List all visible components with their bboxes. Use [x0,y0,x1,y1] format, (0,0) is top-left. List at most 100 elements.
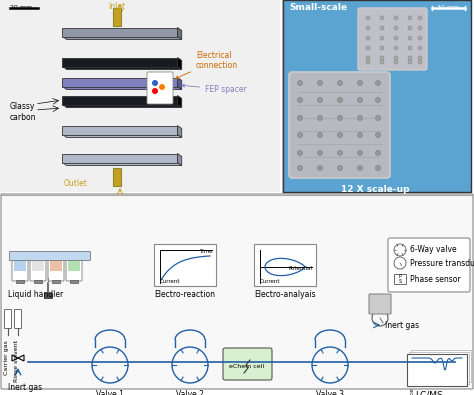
Circle shape [408,56,412,60]
Circle shape [366,60,370,64]
Polygon shape [177,77,182,90]
Bar [34,280,42,283]
FancyBboxPatch shape [289,72,390,178]
Circle shape [298,115,302,120]
FancyBboxPatch shape [15,310,21,329]
Bar [50,256,62,271]
Bar [394,274,406,284]
Circle shape [318,115,322,120]
Circle shape [394,36,398,40]
Circle shape [408,26,412,30]
Polygon shape [63,162,182,166]
FancyBboxPatch shape [9,252,91,260]
Circle shape [375,98,381,102]
Circle shape [380,56,384,60]
Circle shape [375,115,381,120]
Circle shape [366,56,370,60]
Circle shape [357,132,363,137]
Text: Valve 3
(HPLC): Valve 3 (HPLC) [316,390,344,395]
Polygon shape [63,28,177,36]
Bar [113,168,121,186]
Polygon shape [63,96,177,105]
Polygon shape [63,66,182,70]
Circle shape [394,26,398,30]
Bar [52,280,60,283]
Circle shape [380,36,384,40]
Text: 12 X scale-up: 12 X scale-up [341,185,409,194]
Circle shape [375,166,381,171]
Circle shape [380,26,384,30]
Polygon shape [63,135,182,137]
Text: Current: Current [160,279,181,284]
Text: Inlet: Inlet [109,2,126,11]
Circle shape [366,36,370,40]
Circle shape [298,132,302,137]
Polygon shape [177,28,182,40]
Circle shape [380,16,384,20]
FancyBboxPatch shape [407,354,467,386]
FancyBboxPatch shape [223,348,272,380]
Circle shape [418,16,422,20]
Text: Inert gas: Inert gas [8,383,42,392]
Circle shape [298,98,302,102]
Text: Rinse solvent: Rinse solvent [14,340,19,382]
Circle shape [418,36,422,40]
FancyBboxPatch shape [358,8,427,70]
Circle shape [408,16,412,20]
Circle shape [394,56,398,60]
Polygon shape [63,105,182,107]
Circle shape [418,26,422,30]
FancyBboxPatch shape [12,254,28,281]
FancyBboxPatch shape [1,194,473,389]
Bar [113,8,121,26]
Circle shape [380,60,384,64]
Polygon shape [63,87,182,90]
Text: eChem cell: eChem cell [229,363,264,369]
Circle shape [375,150,381,156]
Text: 20 mm: 20 mm [10,5,32,10]
FancyBboxPatch shape [409,352,469,384]
Text: Small-scale: Small-scale [289,3,347,12]
Circle shape [318,98,322,102]
Text: Liquid handler: Liquid handler [8,290,63,299]
Text: Valve 1
(Rinse): Valve 1 (Rinse) [96,390,124,395]
Circle shape [418,56,422,60]
Polygon shape [63,154,177,162]
Circle shape [298,150,302,156]
Circle shape [418,60,422,64]
Circle shape [357,98,363,102]
Circle shape [375,132,381,137]
Circle shape [318,132,322,137]
Circle shape [318,81,322,85]
Text: LC/MS: LC/MS [415,390,443,395]
Circle shape [394,16,398,20]
Polygon shape [63,126,177,135]
Polygon shape [63,77,177,87]
Polygon shape [63,36,182,40]
Circle shape [337,150,343,156]
Circle shape [159,84,165,90]
FancyBboxPatch shape [147,72,173,104]
FancyBboxPatch shape [66,254,82,281]
Circle shape [366,46,370,50]
Bar [32,256,44,271]
Bar [70,280,78,283]
Circle shape [408,60,412,64]
Text: Electrical
connection: Electrical connection [175,51,238,79]
Circle shape [366,26,370,30]
Text: Electro-reaction: Electro-reaction [155,290,216,299]
Text: FEP spacer: FEP spacer [182,84,247,94]
Circle shape [152,80,158,86]
Text: 30 mm: 30 mm [437,5,459,10]
Bar [0,0,280,192]
Text: Electro-analyais: Electro-analyais [254,290,316,299]
Circle shape [337,115,343,120]
Text: Inert gas: Inert gas [385,320,419,329]
Text: Pressure transducer: Pressure transducer [410,258,474,267]
Text: Absorbance: Absorbance [410,387,415,395]
FancyBboxPatch shape [48,254,64,281]
Text: Time: Time [200,249,213,254]
Circle shape [318,166,322,171]
Circle shape [298,81,302,85]
Circle shape [394,46,398,50]
